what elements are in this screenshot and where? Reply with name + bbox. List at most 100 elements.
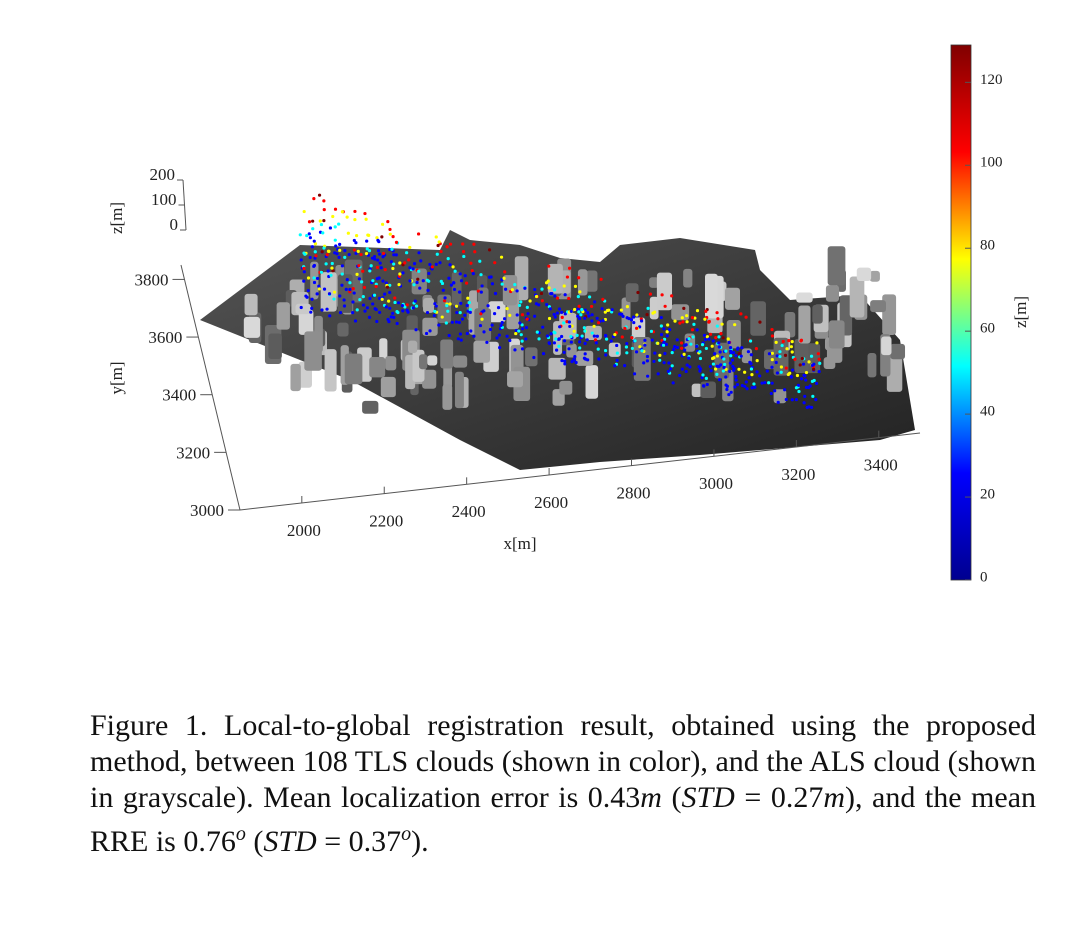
building [649,277,659,288]
tls-point [321,231,325,235]
tls-point [750,386,754,390]
tls-point [663,351,667,356]
tls-point [388,283,392,287]
tls-point [810,363,815,367]
tls-point [515,289,519,293]
tls-point [619,308,623,312]
tls-point [688,365,692,369]
tls-point [434,235,438,239]
tls-point [760,381,764,385]
tls-point [461,249,466,254]
tls-point [656,372,660,376]
tls-point [649,329,654,333]
tls-point [596,321,601,325]
tls-point [312,239,316,243]
tls-point [798,363,802,367]
tls-point [623,364,627,368]
tls-point [381,279,385,283]
tls-point [364,252,369,256]
tls-point [662,327,666,331]
tls-point [599,277,603,281]
tls-point [721,336,725,340]
tls-point [302,266,306,270]
tls-point [320,250,324,254]
tls-point [723,362,727,367]
tls-point [735,347,740,351]
tls-point [320,308,324,312]
tls-point [482,309,486,313]
building [548,357,566,380]
tls-point [365,239,369,243]
tls-point [580,308,584,312]
tls-point [340,210,344,214]
tls-point [753,385,757,389]
tls-point [493,261,497,265]
tls-point [567,266,572,270]
tls-point [519,333,523,337]
tls-point [333,251,337,255]
tls-point [317,193,322,197]
tls-point [788,371,792,375]
tls-point [318,219,322,223]
tls-point [807,360,811,364]
tls-point [311,219,315,223]
tls-point [590,331,594,335]
tls-point [560,334,564,339]
tls-point [703,337,708,342]
tls-point [789,375,794,379]
building [422,317,438,336]
tls-point [697,365,701,369]
tls-point [348,281,352,285]
tls-point [525,305,529,309]
tls-point [447,276,451,280]
tls-point [340,283,344,287]
tls-point [590,319,594,323]
tls-point [643,343,647,347]
tls-point [745,387,749,391]
tls-point [499,255,504,259]
tls-point [582,326,586,330]
building [295,303,311,315]
tls-point [337,255,341,259]
tls-point [803,374,807,378]
tls-point [342,298,346,302]
tls-point [417,251,421,255]
tls-point [520,313,525,317]
tls-point [346,231,350,235]
tls-point [816,352,820,356]
tls-point [455,310,459,315]
tls-point [452,281,456,285]
building [324,349,337,392]
tls-point [388,227,392,232]
tls-point [307,232,311,236]
z-axis-label: z[m] [107,202,126,234]
tls-point [331,214,335,219]
tls-point [684,369,688,374]
tls-point [313,242,318,246]
tls-point [345,215,349,219]
tls-point [413,299,417,303]
tls-point [707,337,711,341]
tls-point [438,261,442,265]
tls-point [366,233,370,237]
tls-point [396,310,400,315]
tls-point [425,310,430,315]
tls-point [333,207,338,211]
tls-point [557,337,561,341]
tls-point [576,314,580,318]
z-tick-label: 100 [151,190,177,209]
tls-point [725,387,729,392]
building [867,352,877,378]
tls-point [333,225,337,229]
tls-point [715,354,719,358]
tls-point [632,320,636,325]
tls-point [381,251,386,256]
tls-point [365,247,369,251]
tls-point [351,300,355,304]
tls-point [347,252,351,257]
tls-point [315,276,320,281]
tls-point [394,253,398,257]
tls-point [650,338,654,342]
tls-point [343,255,347,259]
tls-point [508,338,512,343]
